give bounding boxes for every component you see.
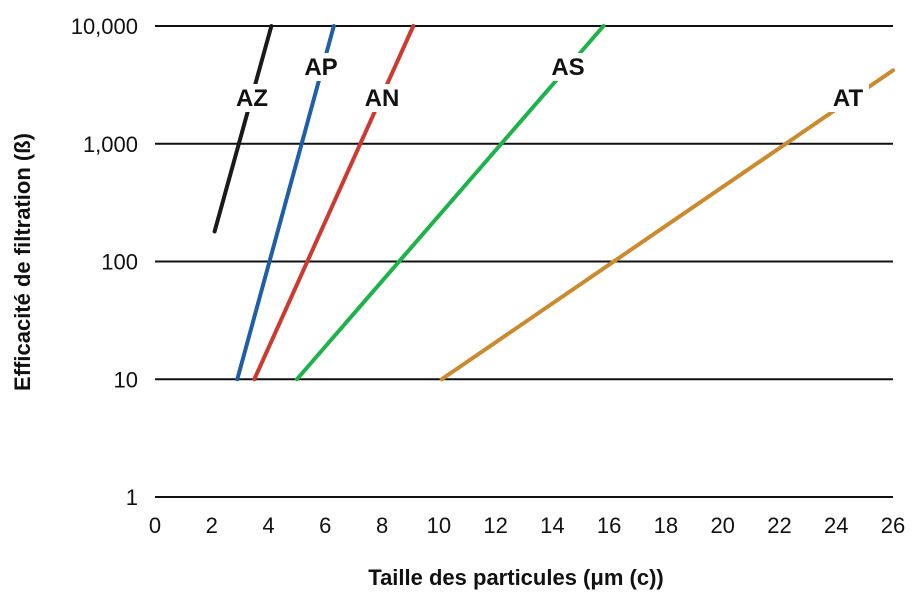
x-tick-label: 26 (881, 513, 905, 538)
series-label-background (300, 53, 342, 81)
x-axis-ticks: 0 2 4 6 8 10 12 14 16 18 20 22 24 26 (149, 513, 905, 538)
x-axis-title: Taille des particules (μm (c)) (368, 565, 663, 590)
y-tick-label: 10,000 (71, 14, 138, 39)
x-tick-label: 24 (824, 513, 848, 538)
x-tick-label: 12 (483, 513, 507, 538)
x-tick-label: 4 (262, 513, 274, 538)
series-label-an: AN (365, 85, 400, 112)
x-tick-label: 14 (540, 513, 564, 538)
y-axis-title: Efficacité de filtration (ß) (10, 133, 35, 391)
grid-lines (155, 25, 893, 498)
x-tick-label: 2 (206, 513, 218, 538)
series-line-at (439, 68, 895, 382)
x-tick-label: 10 (427, 513, 451, 538)
series-label-background (361, 84, 403, 112)
y-tick-label: 10 (114, 367, 138, 392)
series-label-az: AZ (236, 85, 268, 112)
x-tick-label: 0 (149, 513, 161, 538)
x-tick-label: 22 (767, 513, 791, 538)
series-labels: AZ AP AN AS AT (231, 53, 869, 112)
series-lines (212, 24, 895, 382)
x-tick-label: 18 (654, 513, 678, 538)
series-label-at: AT (833, 85, 864, 112)
series-label-background (231, 84, 273, 112)
series-label-as: AS (551, 54, 584, 81)
x-tick-label: 16 (597, 513, 621, 538)
x-tick-label: 8 (376, 513, 388, 538)
series-line-az (212, 24, 274, 234)
x-tick-label: 20 (710, 513, 734, 538)
series-label-background (547, 53, 589, 81)
y-tick-label: 100 (101, 250, 138, 275)
series-line-ap (235, 24, 336, 382)
y-axis-ticks: 1 10 100 1,000 10,000 (71, 14, 138, 510)
series-label-ap: AP (304, 54, 337, 81)
x-tick-label: 6 (319, 513, 331, 538)
y-tick-label: 1 (126, 485, 138, 510)
series-line-as (294, 24, 606, 382)
y-tick-label: 1,000 (83, 132, 138, 157)
series-label-background (827, 84, 869, 112)
